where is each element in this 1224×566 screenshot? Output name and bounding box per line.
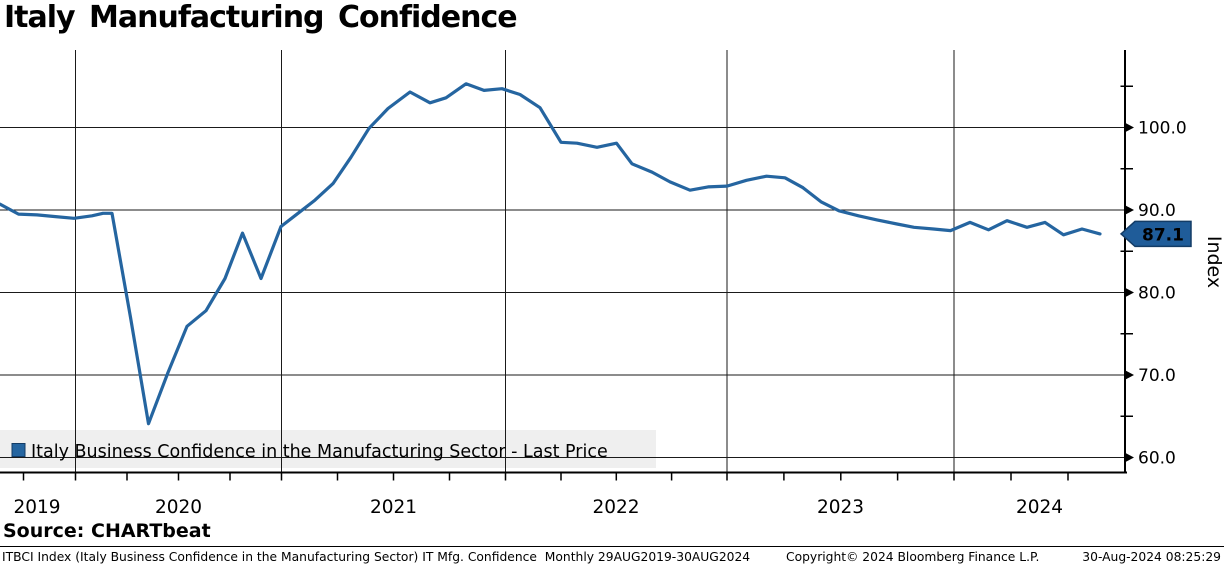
page-title: Italy Manufacturing Confidence: [4, 0, 518, 35]
legend-swatch-icon: [11, 443, 26, 457]
y-tick-arrow-icon: [1125, 205, 1134, 215]
footer-timestamp: 30-Aug-2024 08:25:29: [1082, 550, 1221, 564]
legend-background: [0, 430, 656, 468]
x-year-label: 2024: [1016, 497, 1063, 518]
y-tick-label: 90.0: [1138, 201, 1176, 221]
footer-copyright: Copyright© 2024 Bloomberg Finance L.P.: [786, 550, 1040, 564]
footer-divider: [0, 546, 1224, 547]
last-price-flag: [1119, 220, 1192, 248]
source-label: Source: CHARTbeat: [3, 520, 211, 542]
x-year-label: 2019: [13, 497, 60, 518]
y-tick-label: 100.0: [1138, 119, 1187, 139]
y-tick-label: 70.0: [1138, 366, 1176, 386]
legend-label: Italy Business Confidence in the Manufac…: [31, 442, 608, 462]
footer-description: ITBCI Index (Italy Business Confidence i…: [2, 550, 751, 564]
y-tick-label: 80.0: [1138, 284, 1176, 304]
y-tick-arrow-icon: [1125, 453, 1134, 462]
x-year-label: 2023: [817, 497, 864, 518]
y-tick-arrow-icon: [1125, 370, 1134, 380]
x-year-label: 2022: [592, 497, 639, 518]
y-axis-title: Index: [1203, 236, 1224, 288]
y-tick-arrow-icon: [1125, 123, 1134, 132]
y-tick-label: 60.0: [1138, 449, 1176, 469]
price-line: [0, 82, 1102, 426]
last-price-label: 87.1: [1142, 225, 1184, 245]
x-year-label: 2020: [155, 497, 202, 518]
y-tick-arrow-icon: [1125, 288, 1134, 297]
x-year-label: 2021: [370, 497, 417, 518]
